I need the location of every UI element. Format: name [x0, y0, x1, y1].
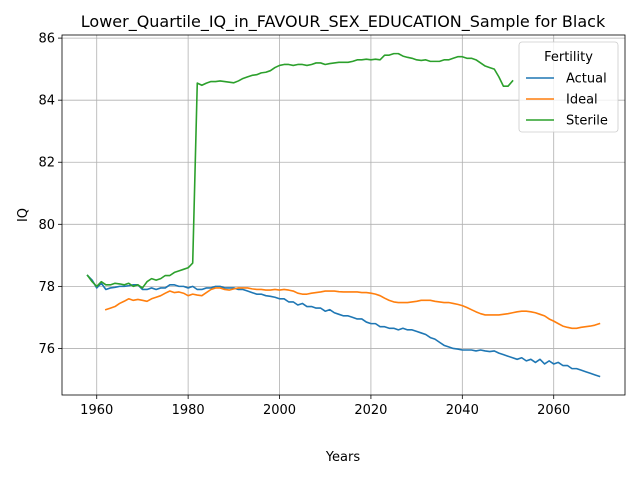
series-line-actual: [86, 274, 601, 378]
chart-title: Lower_Quartile_IQ_in_FAVOUR_SEX_EDUCATIO…: [81, 12, 606, 32]
axis-ticks: 1960 1980 2000 2020 2040 2060 76 78 80 82 84 86: [38, 32, 570, 418]
x-tick-label: 2020: [354, 403, 387, 418]
legend-label-sterile: Sterile: [566, 114, 608, 129]
series-line-sterile: [86, 52, 514, 289]
x-axis-label: Years: [325, 450, 361, 465]
y-tick-label: 78: [38, 280, 55, 295]
legend: Fertility Actual Ideal Sterile: [518, 41, 619, 133]
legend-label-actual: Actual: [566, 72, 607, 87]
series-lines: [86, 52, 601, 378]
series-line-ideal: [104, 287, 601, 330]
x-tick-label: 2000: [263, 403, 296, 418]
legend-box: [518, 41, 619, 133]
x-tick-label: 2060: [537, 403, 570, 418]
plot-frame: [61, 34, 626, 396]
x-tick-label: 2040: [446, 403, 479, 418]
legend-title: Fertility: [544, 50, 593, 65]
y-tick-label: 80: [38, 218, 55, 233]
y-axis-label: IQ: [16, 208, 31, 222]
x-tick-label: 1960: [80, 403, 113, 418]
y-tick-label: 82: [38, 156, 55, 171]
y-tick-label: 84: [38, 94, 55, 109]
x-tick-label: 1980: [172, 403, 205, 418]
y-tick-label: 76: [38, 342, 55, 357]
legend-label-ideal: Ideal: [566, 93, 598, 108]
y-tick-label: 86: [38, 32, 55, 47]
